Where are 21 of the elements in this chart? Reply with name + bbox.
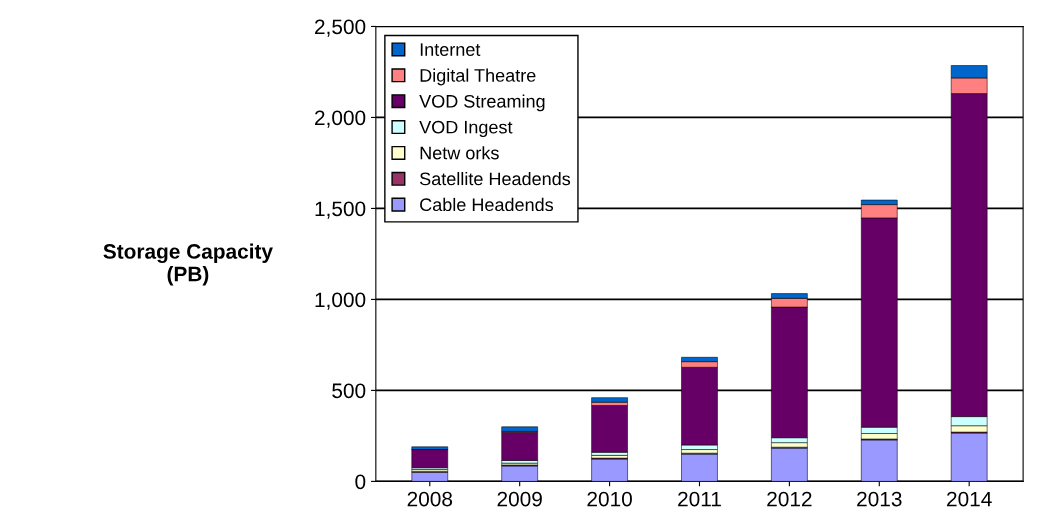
legend-label: Cable Headends [420,197,554,212]
x-tick-label: 2009 [497,491,542,507]
y-tick-label: 1,000 [315,292,366,310]
x-tick-label: 2013 [857,491,902,507]
x-tick-label: 2008 [407,491,453,507]
y-tick-label: 0 [355,474,366,490]
legend-label: VOD Streaming [419,94,545,112]
x-tick-label: 2012 [767,491,812,507]
legend-label: Digital Theatre [420,68,536,86]
legend-label: Netw orks [420,146,499,160]
x-tick-label: 2011 [678,491,721,507]
x-tick-label: 2010 [587,491,632,507]
y-tick-label: 2,500 [315,19,366,37]
x-tick-label: 2014 [947,491,992,507]
legend-label: Satellite Headends [419,171,571,186]
y-axis-title: Storage Capacity (PB) [103,243,273,286]
legend-label: Internet [420,43,481,56]
y-tick-label: 1,500 [315,201,366,219]
y-tick-label: 500 [332,383,366,399]
y-tick-label: 2,000 [315,110,366,128]
legend-label: VOD Ingest [419,120,513,138]
